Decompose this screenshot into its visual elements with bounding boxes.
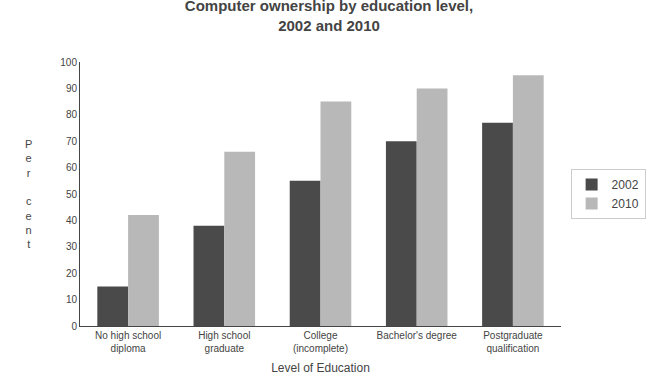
svg-text:College(incomplete): College(incomplete) bbox=[293, 330, 348, 354]
svg-text:0: 0 bbox=[71, 321, 77, 332]
svg-text:40: 40 bbox=[66, 215, 78, 226]
svg-text:No high schooldiploma: No high schooldiploma bbox=[95, 330, 161, 354]
svg-text:20: 20 bbox=[66, 268, 78, 279]
svg-text:High schoolgraduate: High schoolgraduate bbox=[198, 330, 250, 354]
svg-text:60: 60 bbox=[66, 162, 78, 173]
svg-text:80: 80 bbox=[66, 109, 78, 120]
svg-text:Bachelor's degree: Bachelor's degree bbox=[377, 330, 458, 341]
svg-text:Computer ownership by educatio: Computer ownership by education level,20… bbox=[185, 0, 473, 34]
svg-text:30: 30 bbox=[66, 241, 78, 252]
svg-text:Level of Education: Level of Education bbox=[271, 361, 370, 375]
svg-text:2010: 2010 bbox=[612, 197, 639, 211]
svg-text:2002: 2002 bbox=[612, 178, 639, 192]
svg-text:Percent: Percent bbox=[25, 138, 32, 250]
svg-text:70: 70 bbox=[66, 136, 78, 147]
svg-text:90: 90 bbox=[66, 83, 78, 94]
svg-text:10: 10 bbox=[66, 294, 78, 305]
svg-text:100: 100 bbox=[60, 57, 77, 68]
svg-text:Postgraduatequalification: Postgraduatequalification bbox=[483, 330, 543, 354]
svg-text:50: 50 bbox=[66, 189, 78, 200]
